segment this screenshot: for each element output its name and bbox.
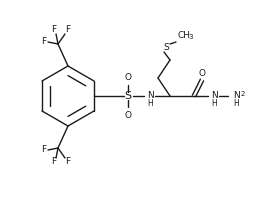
Text: N: N: [211, 92, 217, 101]
Text: N: N: [147, 92, 153, 101]
Text: 3: 3: [189, 34, 193, 40]
Text: F: F: [66, 157, 70, 166]
Text: F: F: [42, 38, 46, 47]
Text: O: O: [125, 111, 132, 120]
Text: N: N: [233, 92, 239, 101]
Text: H: H: [211, 99, 217, 108]
Text: F: F: [51, 26, 57, 34]
Text: O: O: [198, 70, 206, 79]
Text: F: F: [42, 145, 46, 154]
Text: F: F: [66, 26, 70, 34]
Text: CH: CH: [178, 31, 190, 40]
Text: F: F: [51, 157, 57, 166]
Text: O: O: [125, 72, 132, 82]
Text: H: H: [233, 99, 239, 108]
Text: H: H: [147, 99, 153, 108]
Text: S: S: [124, 91, 132, 101]
Text: 2: 2: [241, 91, 245, 97]
Text: S: S: [163, 43, 169, 52]
